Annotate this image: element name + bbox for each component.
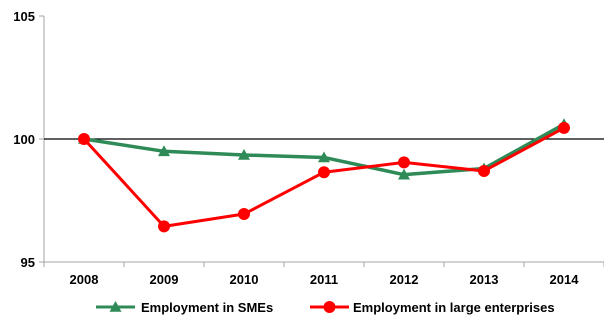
data-point bbox=[318, 151, 330, 163]
legend-item: Employment in large enterprises bbox=[310, 300, 555, 315]
x-tick-label: 2013 bbox=[470, 272, 499, 287]
x-tick-label: 2012 bbox=[390, 272, 419, 287]
legend: Employment in SMEs Employment in large en… bbox=[96, 300, 555, 315]
data-point bbox=[78, 133, 90, 145]
data-point bbox=[238, 208, 250, 221]
y-tick-label: 95 bbox=[21, 255, 35, 270]
legend-label: Employment in SMEs bbox=[141, 300, 273, 315]
legend-swatch-marker bbox=[109, 301, 122, 312]
legend-item: Employment in SMEs bbox=[96, 300, 273, 315]
data-point bbox=[478, 164, 490, 177]
x-tick-label: 2010 bbox=[230, 272, 259, 287]
y-tick-label: 100 bbox=[13, 132, 35, 147]
x-tick-label: 2009 bbox=[150, 272, 179, 287]
legend-label: Employment in large enterprises bbox=[353, 300, 555, 315]
data-point bbox=[238, 148, 250, 160]
y-tick-label: 105 bbox=[13, 9, 35, 24]
data-point bbox=[318, 166, 330, 179]
data-point bbox=[158, 220, 170, 233]
data-point bbox=[558, 121, 570, 134]
series-2 bbox=[78, 121, 570, 233]
x-tick-label: 2011 bbox=[310, 272, 338, 287]
x-tick-label: 2008 bbox=[70, 272, 99, 287]
axes bbox=[39, 15, 604, 267]
data-point bbox=[398, 168, 410, 180]
data-point bbox=[398, 156, 410, 169]
tick-labels: 95 100 105 2008 2009 2010 2011 2012 2013 2014 bbox=[13, 9, 579, 287]
x-tick-label: 2014 bbox=[550, 272, 580, 287]
data-point bbox=[158, 145, 170, 157]
series-group bbox=[78, 118, 570, 233]
legend-swatch-marker bbox=[323, 301, 336, 313]
